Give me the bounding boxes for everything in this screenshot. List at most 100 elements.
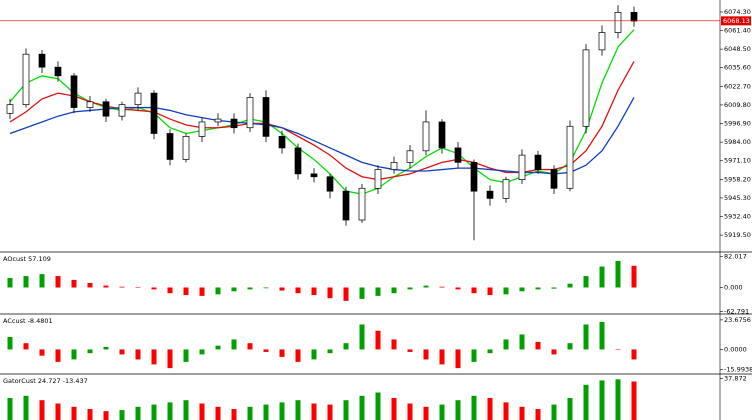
- histogram-bar: [151, 404, 157, 420]
- histogram-bar: [311, 349, 317, 360]
- histogram-bar: [391, 287, 397, 294]
- histogram-bar: [359, 324, 365, 350]
- candle-body: [262, 97, 270, 137]
- histogram-bar: [135, 349, 141, 360]
- histogram-bar: [7, 336, 13, 350]
- histogram-bar: [167, 349, 173, 369]
- candle-body: [102, 101, 110, 117]
- histogram-bar: [295, 400, 301, 420]
- histogram-bar: [39, 400, 45, 420]
- y-tick-label: 6035.60: [724, 64, 751, 72]
- candle-body: [342, 190, 350, 221]
- histogram-bar: [295, 349, 301, 362]
- histogram-bar: [311, 287, 317, 296]
- histogram-bar: [471, 349, 477, 362]
- histogram-bar: [135, 287, 141, 288]
- y-tick-label: -15.9938: [724, 365, 752, 373]
- candle-body: [86, 101, 94, 108]
- histogram-bar: [599, 380, 605, 420]
- candle-body: [454, 147, 462, 163]
- histogram-bar: [471, 287, 477, 294]
- candle-body: [358, 187, 366, 221]
- histogram-bar: [39, 274, 45, 288]
- y-tick-label: 0.000: [724, 283, 743, 291]
- histogram-bar: [87, 409, 93, 420]
- y-tick-label: -62.791: [724, 307, 749, 315]
- panel-title: GatorCust 24.727 -13.437: [3, 377, 88, 385]
- candle-body: [278, 136, 286, 149]
- histogram-bar: [455, 400, 461, 420]
- candle-body: [182, 136, 190, 160]
- candle-body: [438, 121, 446, 149]
- candle-body: [54, 66, 62, 77]
- histogram-bar: [23, 276, 29, 288]
- histogram-bar: [535, 341, 541, 350]
- histogram-bar: [311, 403, 317, 420]
- histogram-bar: [375, 392, 381, 420]
- candle-body: [534, 154, 542, 170]
- histogram-bar: [23, 395, 29, 420]
- histogram-bar: [327, 404, 333, 420]
- candle-body: [6, 104, 14, 114]
- candle-body: [422, 121, 430, 152]
- candle-body: [310, 173, 318, 178]
- y-tick-label: 5971.10: [724, 157, 751, 165]
- candle-body: [326, 176, 334, 192]
- histogram-bar: [439, 286, 445, 288]
- histogram-bar: [519, 406, 525, 420]
- histogram-bar: [39, 349, 45, 356]
- histogram-bar: [23, 343, 29, 350]
- panel-title: AOcust 57.109: [3, 255, 51, 263]
- histogram-bar: [247, 343, 253, 350]
- histogram-bar: [231, 287, 237, 292]
- histogram-bar: [615, 349, 621, 350]
- candle-body: [582, 49, 590, 127]
- histogram-bar: [519, 287, 525, 292]
- histogram-bar: [407, 403, 413, 420]
- candle-body: [38, 53, 46, 68]
- histogram-bar: [183, 287, 189, 296]
- histogram-bar: [135, 406, 141, 420]
- y-tick-label: 5919.50: [724, 231, 751, 239]
- candle-body: [246, 97, 254, 129]
- candle-body: [566, 125, 574, 189]
- last-price-box: [721, 16, 751, 26]
- candle-body: [550, 169, 558, 189]
- y-tick-label: 6061.40: [724, 27, 751, 35]
- histogram-bar: [151, 349, 157, 365]
- histogram-bar: [7, 277, 13, 288]
- histogram-bar: [55, 276, 61, 288]
- histogram-bar: [103, 411, 109, 420]
- histogram-bar: [551, 349, 557, 355]
- candle-body: [406, 150, 414, 163]
- histogram-bar: [423, 406, 429, 420]
- histogram-bar: [87, 349, 93, 354]
- histogram-bar: [567, 398, 573, 420]
- histogram-bar: [487, 349, 493, 354]
- histogram-bar: [359, 395, 365, 420]
- candle-body: [630, 12, 638, 22]
- histogram-bar: [487, 398, 493, 420]
- histogram-bar: [439, 404, 445, 420]
- y-tick-label: 6048.50: [724, 45, 751, 53]
- histogram-bar: [503, 402, 509, 420]
- histogram-bar: [71, 406, 77, 420]
- histogram-bar: [7, 398, 13, 420]
- histogram-bar: [615, 379, 621, 420]
- histogram-bar: [231, 409, 237, 420]
- candle-body: [230, 118, 238, 129]
- moving-average: [9, 61, 635, 181]
- histogram-bar: [567, 343, 573, 350]
- histogram-bar: [343, 343, 349, 350]
- y-tick-label: 6022.70: [724, 82, 751, 90]
- candle-body: [390, 161, 398, 170]
- histogram-bar: [199, 349, 205, 355]
- histogram-bar: [343, 287, 349, 301]
- histogram-bar: [215, 345, 221, 350]
- histogram-bar: [231, 339, 237, 350]
- candle-body: [294, 147, 302, 175]
- histogram-bar: [295, 287, 301, 294]
- histogram-bar: [359, 287, 365, 299]
- candle-body: [118, 104, 126, 117]
- histogram-bar: [599, 321, 605, 350]
